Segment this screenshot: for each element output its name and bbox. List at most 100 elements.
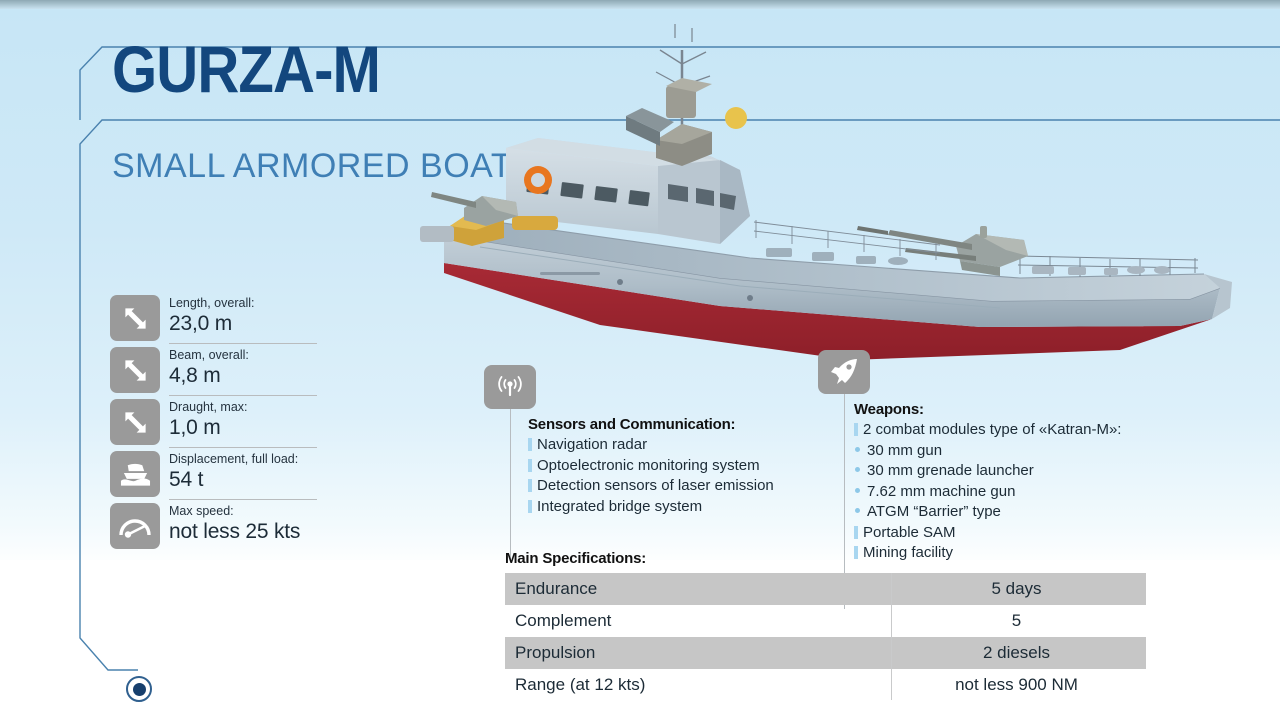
sensors-item-label: Integrated bridge system — [537, 497, 703, 515]
weapons-item-label: 30 mm grenade launcher — [867, 462, 1034, 479]
spec-label: Beam, overall: — [169, 348, 249, 362]
sensors-item-label: Detection sensors of laser emission — [537, 477, 774, 494]
bullet-square — [528, 458, 532, 472]
deck — [444, 220, 1220, 301]
bullet-square — [528, 499, 532, 513]
sensors-title: Sensors and Communication: — [528, 416, 736, 433]
weapons-item-label: ATGM “Barrier” type — [867, 503, 1001, 520]
title-bracket — [78, 25, 1280, 120]
sensors-item: Navigation radar — [528, 435, 774, 456]
bullet-dot — [855, 487, 860, 493]
body-bracket — [78, 118, 1280, 688]
spec-label: Displacement, full load: — [169, 452, 299, 466]
spec-label: Length, overall: — [169, 296, 255, 310]
weapons-title: Weapons: — [854, 401, 924, 418]
rocket-icon — [818, 350, 870, 394]
bullet-square — [528, 438, 532, 451]
spec-value: not less 25 kts — [169, 520, 301, 543]
aft-combat-module — [431, 192, 518, 226]
bullet-square — [528, 479, 532, 492]
page-title: GURZA-M — [112, 32, 381, 106]
weapons-item-label: Portable SAM — [863, 523, 956, 541]
table-row: Complement 5 — [505, 605, 1146, 637]
forward-combat-module — [857, 226, 1028, 276]
weapons-item: 2 combat modules type of «Katran-M»: — [854, 420, 1121, 441]
table-cell-name: Complement — [515, 611, 612, 630]
sensors-body: Sensors and Communication: Navigation ra… — [528, 415, 774, 517]
spec-row-draught: Draught, max: 1,0 m — [110, 395, 325, 447]
weapons-item: 30 mm gun — [854, 441, 1121, 462]
spec-row-beam: Beam, overall: 4,8 m — [110, 343, 325, 395]
spec-value: 1,0 m — [169, 416, 221, 439]
sensors-item: Detection sensors of laser emission — [528, 476, 774, 497]
callout-stem — [844, 394, 845, 609]
weapons-item: 7.62 mm machine gun — [854, 482, 1121, 503]
weapons-item-label: 30 mm gun — [867, 441, 943, 459]
table-cell-value: 2 diesels — [887, 637, 1146, 669]
spec-text: Length, overall: 23,0 m — [169, 295, 325, 336]
table-column-divider — [891, 573, 892, 700]
weapons-body: Weapons: 2 combat modules type of «Katra… — [854, 400, 1121, 564]
resize-diagonal-icon — [110, 295, 160, 341]
bullet-dot — [855, 508, 860, 513]
weapons-item-label: 2 combat modules type of «Katran-M»: — [863, 421, 1122, 438]
bullet-square — [854, 525, 858, 539]
spec-text: Max speed: not less 25 kts — [169, 499, 325, 544]
table-cell-value: 5 days — [887, 573, 1146, 605]
spec-value: 23,0 m — [169, 312, 232, 335]
main-specifications-title: Main Specifications: — [505, 550, 647, 567]
weapons-item-label: 7.62 mm machine gun — [867, 482, 1016, 500]
mid-deck-fittings — [766, 248, 908, 265]
bullet-square — [854, 423, 858, 436]
spec-value: 54 t — [169, 468, 204, 491]
boat-displacement-icon — [110, 451, 160, 497]
table-row: Propulsion 2 diesels — [505, 637, 1146, 669]
spec-row-length: Length, overall: 23,0 m — [110, 295, 325, 343]
bullet-square — [854, 546, 858, 559]
weapons-item-label: Mining facility — [863, 544, 954, 561]
callout-stem — [510, 409, 511, 559]
resize-diagonal-icon — [110, 399, 160, 445]
main-specifications-table: Endurance 5 days Complement 5 Propulsion… — [505, 573, 1146, 701]
bullet-dot — [855, 467, 860, 472]
table-row: Endurance 5 days — [505, 573, 1146, 605]
bridge-side-windows — [668, 184, 736, 210]
mid-railing — [753, 220, 941, 260]
dimensions-list: Length, overall: 23,0 m Beam, overall: 4… — [110, 295, 325, 555]
life-ring — [524, 166, 552, 194]
spec-text: Displacement, full load: 54 t — [169, 447, 325, 492]
table-cell-name: Endurance — [505, 573, 887, 605]
page-subtitle: SMALL ARMORED BOAT — [112, 147, 513, 185]
spec-value: 4,8 m — [169, 364, 221, 387]
top-strip — [0, 0, 1280, 9]
antenna-broadcast-icon — [484, 365, 536, 409]
gurza-m-boat-illustration — [420, 20, 1240, 380]
resize-diagonal-icon — [110, 347, 160, 393]
bottom-marker — [126, 676, 152, 702]
superstructure — [506, 138, 750, 244]
bullet-dot — [855, 446, 860, 452]
hull-underwater — [444, 263, 1212, 360]
sensors-item-label: Navigation radar — [537, 436, 648, 453]
hull-side — [444, 235, 1220, 327]
weapons-item: Portable SAM — [854, 523, 1121, 544]
weapons-item: Mining facility — [854, 543, 1121, 564]
spec-label: Max speed: — [169, 504, 234, 518]
main-specifications: Main Specifications: Endurance 5 days Co… — [505, 549, 1146, 701]
sensors-item: Optoelectronic monitoring system — [528, 456, 774, 477]
spec-text: Draught, max: 1,0 m — [169, 395, 325, 440]
sensors-item: Integrated bridge system — [528, 497, 774, 518]
table-row: Range (at 12 kts) not less 900 NM — [505, 669, 1146, 701]
spec-text: Beam, overall: 4,8 m — [169, 343, 325, 388]
bow-deck-fittings — [1032, 266, 1170, 275]
table-cell-name: Range (at 12 kts) — [515, 675, 646, 694]
speedometer-icon — [110, 503, 160, 549]
table-cell-value: 5 — [1011, 611, 1022, 630]
sensors-item-label: Optoelectronic monitoring system — [537, 456, 760, 474]
weapons-item: ATGM “Barrier” type — [854, 502, 1121, 523]
radar-equipment — [626, 78, 747, 166]
table-cell-value: not less 900 NM — [955, 675, 1078, 694]
spec-label: Draught, max: — [169, 400, 248, 414]
hull-details — [540, 272, 753, 301]
